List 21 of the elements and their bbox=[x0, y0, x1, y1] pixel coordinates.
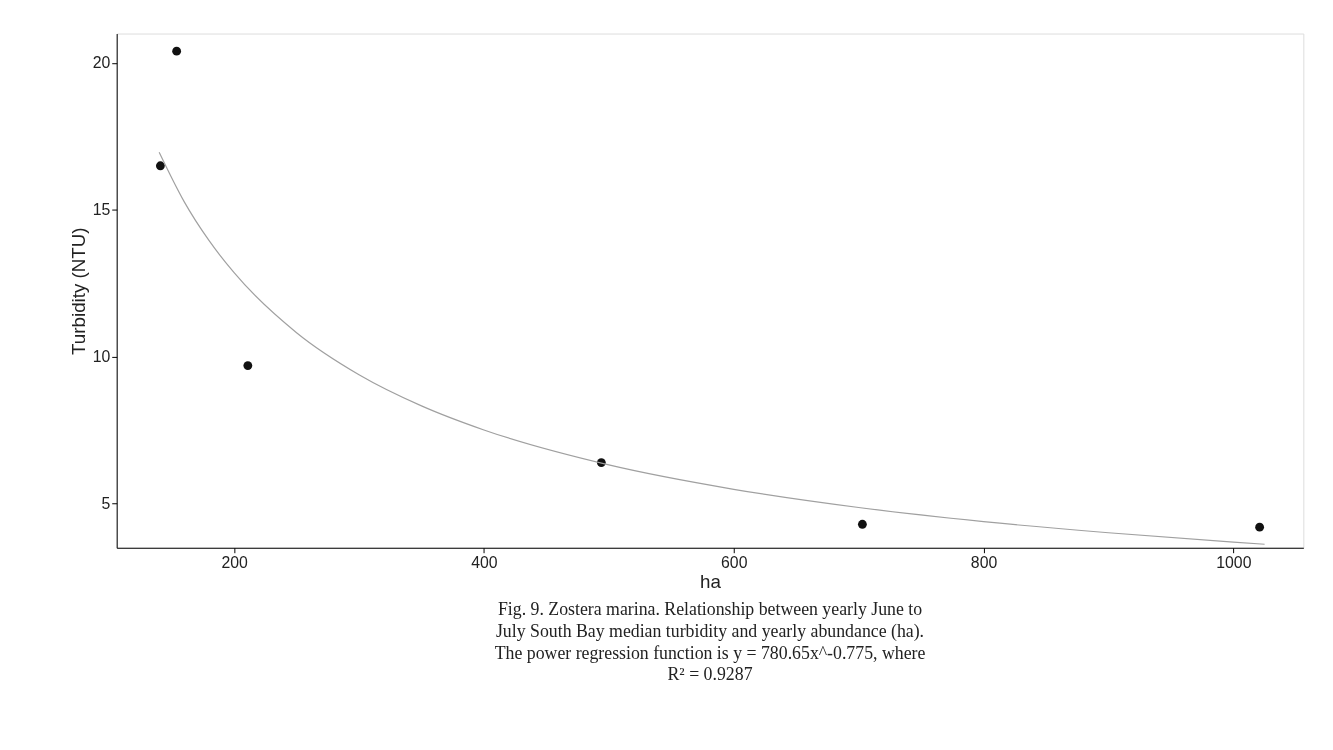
point bbox=[155, 161, 165, 171]
point bbox=[243, 361, 253, 370]
x-tick-label: 1000 bbox=[1216, 554, 1252, 572]
text: R² = 0.9287 bbox=[667, 664, 753, 685]
x-tick-label: 600 bbox=[721, 554, 748, 572]
text: July South Bay median turbidity and yearly abundance (ha). bbox=[495, 620, 925, 642]
y-tick-label: 10 bbox=[92, 348, 111, 366]
caption: Fig. 9. Zostera marina. Relationship between yearly June to bbox=[497, 599, 923, 620]
point bbox=[857, 519, 867, 529]
y-tick-label: 20 bbox=[92, 54, 111, 72]
x-axis-title: ha bbox=[700, 570, 722, 592]
point bbox=[172, 46, 182, 56]
x-tick-label: 200 bbox=[221, 554, 248, 572]
y-axis-title: Turbidity (NTU) bbox=[67, 227, 89, 355]
text: The power regression function is y = 780.65x^-0.775, where bbox=[494, 642, 926, 663]
x-tick-label: 800 bbox=[970, 554, 998, 572]
y-tick-label: 5 bbox=[101, 495, 111, 513]
line-series bbox=[158, 151, 1266, 545]
point bbox=[1255, 522, 1265, 532]
x-tick-label: 400 bbox=[471, 554, 498, 572]
y-tick-label: 15 bbox=[92, 201, 111, 219]
